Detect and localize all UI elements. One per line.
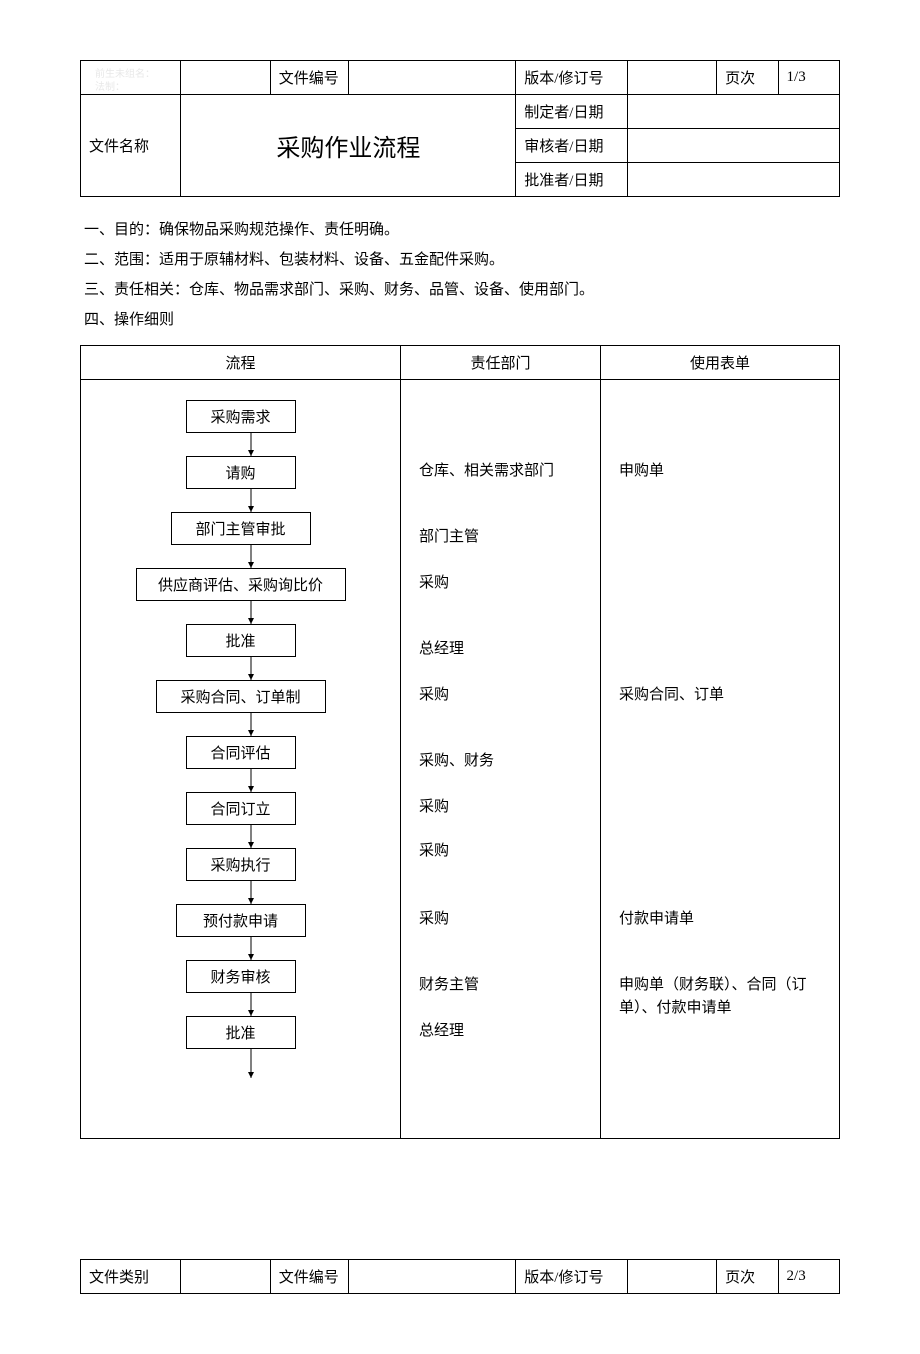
meta-label: 审核者/日期 bbox=[516, 129, 628, 163]
responsibility-item: 总经理 bbox=[419, 638, 582, 661]
intro-section: 一、目的：确保物品采购规范操作、责任明确。 二、范围：适用于原辅材料、包装材料、… bbox=[80, 197, 840, 345]
forms-column: 申购单采购合同、订单付款申请单申购单（财务联）、合同（订单）、付款申请单 bbox=[611, 388, 829, 1118]
flow-header-row: 流程 责任部门 使用表单 bbox=[81, 346, 840, 380]
flow-col-header: 流程 bbox=[81, 346, 401, 380]
responsibility-item: 采购 bbox=[419, 840, 582, 863]
header-table: 文件编号 版本/修订号 页次 1/3 文件名称 采购作业流程 制定者/日期 审核… bbox=[80, 60, 840, 197]
flow-node: 合同评估 bbox=[186, 736, 296, 769]
ftr-value bbox=[627, 1260, 716, 1294]
document-title: 采购作业流程 bbox=[181, 95, 516, 197]
flow-diagram-cell: 采购需求请购部门主管审批供应商评估、采购询比价批准采购合同、订单制合同评估合同订… bbox=[81, 380, 401, 1139]
form-item: 申购单（财务联）、合同（订单）、付款申请单 bbox=[619, 974, 821, 1019]
ftr-value: 2/3 bbox=[778, 1260, 839, 1294]
form-item: 付款申请单 bbox=[619, 908, 821, 931]
flow-col-header: 责任部门 bbox=[401, 346, 601, 380]
hdr-value bbox=[627, 61, 716, 95]
responsibility-cell: 仓库、相关需求部门部门主管采购总经理采购采购、财务采购采购采购财务主管总经理 bbox=[401, 380, 601, 1139]
flow-node: 采购合同、订单制 bbox=[156, 680, 326, 713]
intro-line: 一、目的：确保物品采购规范操作、责任明确。 bbox=[84, 215, 836, 245]
hdr-label: 页次 bbox=[717, 61, 778, 95]
file-name-label: 文件名称 bbox=[81, 95, 181, 197]
header-row-1: 文件编号 版本/修订号 页次 1/3 bbox=[81, 61, 840, 95]
hdr-value bbox=[348, 61, 515, 95]
flow-node: 预付款申请 bbox=[176, 904, 306, 937]
responsibility-item: 采购 bbox=[419, 684, 582, 707]
responsibility-item: 采购 bbox=[419, 908, 582, 931]
responsibility-item: 采购 bbox=[419, 796, 582, 819]
form-item: 采购合同、订单 bbox=[619, 684, 821, 707]
flow-table: 流程 责任部门 使用表单 采购需求请购部门主管审批供应商评估、采购询比价批准采购… bbox=[80, 345, 840, 1139]
intro-line: 四、操作细则 bbox=[84, 305, 836, 335]
meta-label: 制定者/日期 bbox=[516, 95, 628, 129]
responsibility-item: 总经理 bbox=[419, 1020, 582, 1043]
hdr-cell bbox=[181, 61, 270, 95]
flow-node: 批准 bbox=[186, 1016, 296, 1049]
ftr-label: 文件类别 bbox=[81, 1260, 181, 1294]
flow-node: 采购需求 bbox=[186, 400, 296, 433]
responsibility-item: 采购、财务 bbox=[419, 750, 582, 773]
responsibility-item: 部门主管 bbox=[419, 526, 582, 549]
meta-value bbox=[627, 129, 839, 163]
flow-node: 批准 bbox=[186, 624, 296, 657]
intro-line: 二、范围：适用于原辅材料、包装材料、设备、五金配件采购。 bbox=[84, 245, 836, 275]
ftr-value bbox=[181, 1260, 270, 1294]
hdr-value: 1/3 bbox=[778, 61, 839, 95]
flow-node: 合同订立 bbox=[186, 792, 296, 825]
hdr-label: 版本/修订号 bbox=[516, 61, 628, 95]
hdr-label: 文件编号 bbox=[270, 61, 348, 95]
responsibility-item: 财务主管 bbox=[419, 974, 582, 997]
flow-node: 采购执行 bbox=[186, 848, 296, 881]
ftr-label: 版本/修订号 bbox=[516, 1260, 628, 1294]
responsibility-column: 仓库、相关需求部门部门主管采购总经理采购采购、财务采购采购采购财务主管总经理 bbox=[411, 388, 590, 1118]
intro-line: 三、责任相关：仓库、物品需求部门、采购、财务、品管、设备、使用部门。 bbox=[84, 275, 836, 305]
meta-value bbox=[627, 163, 839, 197]
ftr-label: 页次 bbox=[717, 1260, 778, 1294]
ftr-label: 文件编号 bbox=[270, 1260, 348, 1294]
flow-node: 请购 bbox=[186, 456, 296, 489]
form-item: 申购单 bbox=[619, 460, 821, 483]
footer-table: 文件类别 文件编号 版本/修订号 页次 2/3 bbox=[80, 1259, 840, 1294]
responsibility-item: 仓库、相关需求部门 bbox=[419, 460, 582, 483]
meta-value bbox=[627, 95, 839, 129]
flow-node: 财务审核 bbox=[186, 960, 296, 993]
responsibility-item: 采购 bbox=[419, 572, 582, 595]
meta-label: 批准者/日期 bbox=[516, 163, 628, 197]
flow-col-header: 使用表单 bbox=[601, 346, 840, 380]
ftr-value bbox=[348, 1260, 515, 1294]
forms-cell: 申购单采购合同、订单付款申请单申购单（财务联）、合同（订单）、付款申请单 bbox=[601, 380, 840, 1139]
flow-diagram: 采购需求请购部门主管审批供应商评估、采购询比价批准采购合同、订单制合同评估合同订… bbox=[91, 388, 390, 1118]
footer-row: 文件类别 文件编号 版本/修订号 页次 2/3 bbox=[81, 1260, 840, 1294]
flow-node: 供应商评估、采购询比价 bbox=[136, 568, 346, 601]
flow-body-row: 采购需求请购部门主管审批供应商评估、采购询比价批准采购合同、订单制合同评估合同订… bbox=[81, 380, 840, 1139]
header-row-2: 文件名称 采购作业流程 制定者/日期 bbox=[81, 95, 840, 129]
flow-node: 部门主管审批 bbox=[171, 512, 311, 545]
hdr-cell bbox=[81, 61, 181, 95]
